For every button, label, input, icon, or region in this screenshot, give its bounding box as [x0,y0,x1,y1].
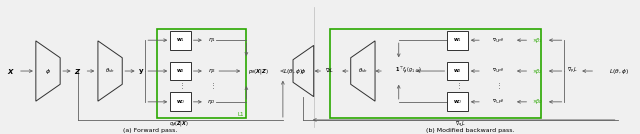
Text: $\mathbf{w}_1$: $\mathbf{w}_1$ [453,36,462,44]
Text: $\boldsymbol{Z}$: $\boldsymbol{Z}$ [74,66,82,76]
Text: $\eta_D$: $\eta_D$ [207,98,216,106]
Text: $\mathbf{y}$: $\mathbf{y}$ [138,66,145,76]
Text: $\nabla_{\eta_D}\!p_\theta$: $\nabla_{\eta_D}\!p_\theta$ [492,97,504,106]
Text: $\times\!\beta_D$: $\times\!\beta_D$ [532,97,543,106]
Text: $\phi$: $\phi$ [45,66,51,76]
Text: $\mathbf{w}_2$: $\mathbf{w}_2$ [453,67,462,75]
Text: $\theta_{sh}$: $\theta_{sh}$ [358,67,367,75]
Text: $\boldsymbol{X}$: $\boldsymbol{X}$ [8,66,15,76]
Text: L1: L1 [238,112,244,117]
FancyBboxPatch shape [170,62,191,80]
Text: $\vdots$: $\vdots$ [209,82,215,91]
FancyBboxPatch shape [447,92,468,111]
Text: $\mathbf{1}^\top\!f_\phi(g_{1:D})$: $\mathbf{1}^\top\!f_\phi(g_{1:D})$ [395,66,422,77]
Text: $\mathbf{w}_D$: $\mathbf{w}_D$ [452,98,463,106]
Text: $\nabla_{\!Z}\!L$: $\nabla_{\!Z}\!L$ [325,67,334,75]
Text: (b) Modified backward pass.: (b) Modified backward pass. [426,128,515,133]
FancyBboxPatch shape [170,92,191,111]
Text: $q_\phi(\boldsymbol{Z}|\boldsymbol{X})$: $q_\phi(\boldsymbol{Z}|\boldsymbol{X})$ [170,119,189,129]
Text: $\eta_2$: $\eta_2$ [208,67,216,75]
Text: $\nabla_{\eta_2}\!p_\theta$: $\nabla_{\eta_2}\!p_\theta$ [492,67,504,75]
Text: $\vdots$: $\vdots$ [454,82,461,91]
Text: $\phi$: $\phi$ [300,66,307,76]
FancyBboxPatch shape [447,31,468,50]
Text: $\mathbf{w}_2$: $\mathbf{w}_2$ [176,67,185,75]
FancyBboxPatch shape [447,62,468,80]
Text: $L(\theta,\phi)$: $L(\theta,\phi)$ [282,66,303,76]
Text: $\vdots$: $\vdots$ [495,82,501,91]
FancyBboxPatch shape [170,31,191,50]
Text: $p_\theta(\boldsymbol{X}|\boldsymbol{Z})$: $p_\theta(\boldsymbol{X}|\boldsymbol{Z})… [248,66,269,76]
Text: $\vdots$: $\vdots$ [177,82,184,91]
Text: $\mathbf{w}_1$: $\mathbf{w}_1$ [176,36,185,44]
Text: $\nabla_{\eta_1}\!p_\theta$: $\nabla_{\eta_1}\!p_\theta$ [492,36,504,45]
Text: $L(\theta,\phi)$: $L(\theta,\phi)$ [609,66,628,76]
Text: (a) Forward pass.: (a) Forward pass. [124,128,177,133]
Text: $\eta_1$: $\eta_1$ [208,36,216,44]
Text: $\theta_{sh}$: $\theta_{sh}$ [106,67,115,75]
Text: $\nabla_{q_\phi}\!L$: $\nabla_{q_\phi}\!L$ [455,119,467,129]
Text: $\nabla_{p_\theta}\!L$: $\nabla_{p_\theta}\!L$ [568,66,578,76]
Text: $\times\!\beta_2$: $\times\!\beta_2$ [532,66,543,76]
Text: $\mathbf{w}_D$: $\mathbf{w}_D$ [175,98,186,106]
Text: $\times\!\beta_1$: $\times\!\beta_1$ [532,36,543,45]
